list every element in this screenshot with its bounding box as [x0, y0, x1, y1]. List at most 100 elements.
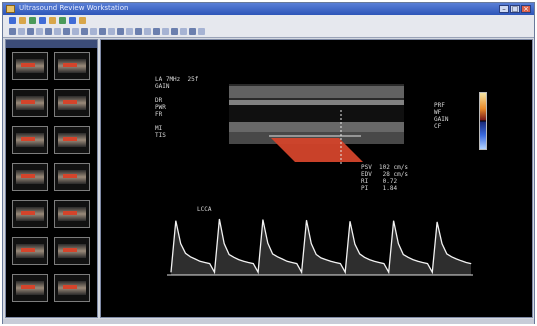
image-viewer: LA 7MHz 25f GAIN DR PWR FR MI TIS PRF WF… — [100, 39, 533, 318]
waveform-point — [451, 256, 453, 258]
waveform-point — [194, 258, 196, 260]
thumbnail-panel-header — [6, 40, 97, 48]
thumbnail-doppler — [21, 174, 35, 178]
vessel-image — [229, 84, 404, 162]
waveform-point — [330, 260, 332, 262]
waveform-point — [306, 219, 307, 221]
waveform-point — [262, 219, 264, 221]
toolbar2-button[interactable] — [54, 28, 61, 35]
toolbar2-button[interactable] — [45, 28, 52, 35]
toolbar-button-help[interactable] — [79, 17, 86, 24]
waveform-point — [214, 271, 215, 273]
waveform-point — [335, 262, 336, 263]
toolbar2-button[interactable] — [180, 28, 187, 35]
top-right-info-text: PRF WF GAIN CF — [434, 102, 449, 130]
thumbnail-doppler — [63, 285, 77, 289]
waveform-point — [460, 260, 462, 262]
waveform-point — [180, 243, 182, 245]
thumbnail[interactable] — [12, 274, 48, 302]
waveform-point — [209, 263, 211, 264]
thumbnail[interactable] — [54, 200, 90, 228]
toolbar-button-measure[interactable] — [49, 17, 56, 24]
thumbnail[interactable] — [54, 237, 90, 265]
thumbnail[interactable] — [12, 237, 48, 265]
waveform-point — [465, 262, 467, 263]
waveform-point — [223, 243, 225, 245]
waveform-point — [407, 256, 409, 258]
toolbar-button-view[interactable] — [29, 17, 36, 24]
thumbnail-doppler — [63, 100, 77, 104]
waveform-point — [301, 271, 303, 273]
waveform-point — [281, 258, 283, 260]
toolbar2-button[interactable] — [18, 28, 25, 35]
thumbnail-doppler — [63, 248, 77, 252]
measurement-panel: PSV 102 cm/s EDV 28 cm/s RI 0.72 PI 1.84 — [361, 164, 408, 192]
thumbnail[interactable] — [54, 274, 90, 302]
toolbar2-button[interactable] — [108, 28, 115, 35]
toolbar2-button[interactable] — [198, 28, 205, 35]
toolbar2-button[interactable] — [171, 28, 178, 35]
waveform-point — [402, 254, 404, 255]
toolbar2-button[interactable] — [144, 28, 151, 35]
thumbnail[interactable] — [12, 163, 48, 191]
toolbar2-button[interactable] — [189, 28, 196, 35]
vessel-label: LCCA — [197, 206, 212, 213]
toolbar-button-report[interactable] — [59, 17, 66, 24]
thumbnail[interactable] — [12, 52, 48, 80]
toolbar2-button[interactable] — [153, 28, 160, 35]
toolbar2-button[interactable] — [81, 28, 88, 35]
toolbar2-button[interactable] — [27, 28, 34, 35]
thumbnail[interactable] — [54, 163, 90, 191]
thumbnail[interactable] — [54, 126, 90, 154]
thumbnail-doppler — [21, 211, 35, 215]
maximize-button[interactable]: □ — [510, 5, 520, 13]
waveform-point — [446, 253, 448, 255]
waveform-point — [427, 263, 428, 264]
toolbar2-button[interactable] — [117, 28, 124, 35]
toolbar2-button[interactable] — [63, 28, 70, 35]
toolbar-button-file[interactable] — [9, 17, 16, 24]
toolbar2-button[interactable] — [36, 28, 43, 35]
thumbnail-panel — [5, 39, 98, 318]
thumbnail[interactable] — [12, 126, 48, 154]
thumbnail[interactable] — [12, 89, 48, 117]
waveform-point — [436, 221, 438, 223]
thumbnail[interactable] — [54, 52, 90, 80]
color-map-bar — [479, 92, 487, 150]
toolbar2-button[interactable] — [162, 28, 169, 35]
waveform-point — [248, 262, 249, 263]
waveform-point — [277, 256, 278, 258]
toolbar-button-settings[interactable] — [69, 17, 76, 24]
minimize-button[interactable]: – — [499, 5, 509, 13]
toolbar2-button[interactable] — [72, 28, 79, 35]
toolbar2-button[interactable] — [99, 28, 106, 35]
toolbar2-button[interactable] — [135, 28, 142, 35]
waveform-point — [393, 220, 394, 222]
waveform-point — [252, 263, 254, 264]
tool-toolbar — [3, 26, 534, 38]
app-icon — [6, 5, 15, 13]
toolbar2-button[interactable] — [9, 28, 16, 35]
waveform-point — [315, 254, 317, 255]
thumbnail[interactable] — [12, 200, 48, 228]
waveform-point — [243, 260, 244, 262]
waveform-point — [218, 218, 220, 220]
waveform-envelope — [171, 219, 471, 275]
toolbar-button-edit[interactable] — [19, 17, 26, 24]
toolbar2-button[interactable] — [126, 28, 133, 35]
b-mode-image — [101, 40, 532, 317]
thumbnail[interactable] — [54, 89, 90, 117]
toolbar-button-image[interactable] — [39, 17, 46, 24]
waveform-point — [344, 271, 346, 273]
close-button[interactable]: × — [521, 5, 531, 13]
waveform-point — [185, 252, 186, 254]
waveform-point — [456, 258, 457, 260]
thumbnail-doppler — [21, 63, 35, 67]
status-bar — [3, 319, 534, 324]
toolbar2-button[interactable] — [90, 28, 97, 35]
thumbnail-doppler — [21, 137, 35, 141]
left-info-text: LA 7MHz 25f GAIN DR PWR FR MI TIS — [155, 76, 199, 139]
waveform-point — [325, 259, 327, 261]
waveform-point — [398, 243, 399, 245]
